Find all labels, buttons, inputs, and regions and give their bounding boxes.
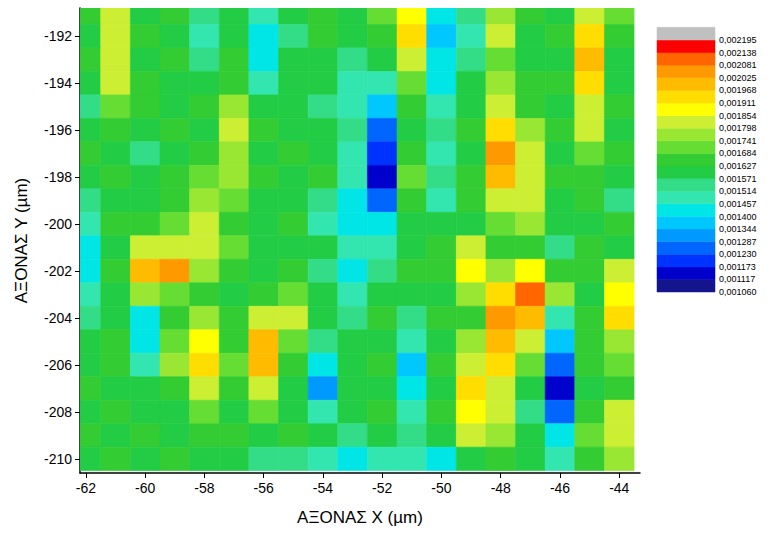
svg-text:ΑΞΟΝΑΣ Y (µm): ΑΞΟΝΑΣ Y (µm) — [12, 178, 31, 304]
svg-text:0,001514: 0,001514 — [719, 186, 757, 196]
svg-text:-62: -62 — [76, 480, 96, 496]
svg-text:-58: -58 — [194, 480, 214, 496]
svg-text:-52: -52 — [372, 480, 392, 496]
svg-text:0,002081: 0,002081 — [719, 60, 757, 70]
svg-text:0,002195: 0,002195 — [719, 35, 757, 45]
svg-text:0,001117: 0,001117 — [719, 274, 755, 284]
svg-text:0,001344: 0,001344 — [719, 224, 757, 234]
svg-text:0,001911: 0,001911 — [719, 98, 756, 108]
svg-text:-56: -56 — [254, 480, 274, 496]
svg-text:-50: -50 — [431, 480, 451, 496]
svg-text:0,001854: 0,001854 — [719, 111, 757, 121]
svg-text:-210: -210 — [44, 451, 72, 467]
svg-text:0,001968: 0,001968 — [719, 85, 757, 95]
svg-text:-48: -48 — [491, 480, 511, 496]
svg-text:0,001571: 0,001571 — [719, 174, 757, 184]
svg-text:-44: -44 — [609, 480, 629, 496]
svg-text:0,001798: 0,001798 — [719, 123, 757, 133]
svg-text:0,001741: 0,001741 — [719, 136, 757, 146]
svg-text:-192: -192 — [44, 28, 72, 44]
svg-text:-202: -202 — [44, 263, 72, 279]
svg-text:-194: -194 — [44, 75, 72, 91]
svg-text:0,002138: 0,002138 — [719, 48, 757, 58]
svg-text:0,001627: 0,001627 — [719, 161, 757, 171]
svg-text:0,002025: 0,002025 — [719, 73, 757, 83]
svg-text:-204: -204 — [44, 310, 72, 326]
svg-text:-60: -60 — [135, 480, 155, 496]
svg-text:-54: -54 — [313, 480, 333, 496]
svg-text:-208: -208 — [44, 404, 72, 420]
svg-text:ΑΞΟΝΑΣ X (µm): ΑΞΟΝΑΣ X (µm) — [297, 508, 423, 527]
svg-text:-198: -198 — [44, 169, 72, 185]
svg-text:0,001457: 0,001457 — [719, 199, 757, 209]
svg-text:-46: -46 — [550, 480, 570, 496]
svg-text:-206: -206 — [44, 357, 72, 373]
svg-text:0,001287: 0,001287 — [719, 237, 757, 247]
svg-text:0,001230: 0,001230 — [719, 249, 757, 259]
svg-text:-200: -200 — [44, 216, 72, 232]
svg-text:-196: -196 — [44, 122, 72, 138]
svg-text:0,001060: 0,001060 — [719, 287, 757, 297]
svg-text:0,001173: 0,001173 — [719, 262, 756, 272]
svg-text:0,001684: 0,001684 — [719, 148, 757, 158]
svg-text:0,001400: 0,001400 — [719, 212, 757, 222]
